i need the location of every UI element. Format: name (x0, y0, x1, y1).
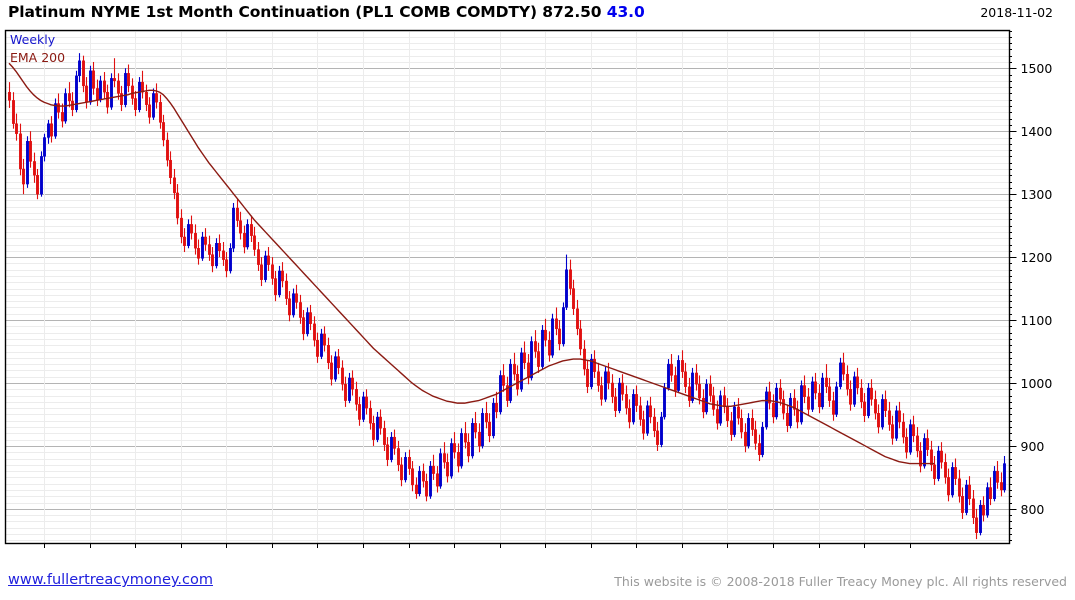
site-url-link[interactable]: www.fullertreacymoney.com (8, 572, 213, 588)
candlestick-series (8, 53, 1006, 540)
minor-gridlines (5, 31, 1010, 541)
svg-text:900: 900 (1021, 439, 1045, 454)
instrument-name: Platinum NYME 1st Month Continuation (PL… (8, 3, 537, 21)
vertical-gridlines (44, 30, 911, 544)
last-price: 872.50 (542, 3, 602, 21)
price-change: 43.0 (606, 3, 645, 21)
page-title: Platinum NYME 1st Month Continuation (PL… (8, 3, 645, 21)
copyright-text: This website is © 2008-2018 Fuller Treac… (614, 574, 1067, 589)
svg-text:800: 800 (1021, 502, 1045, 517)
y-axis: 800 900 1000 1100 1200 1300 1400 1500 (1009, 31, 1053, 541)
ema-200-line (8, 62, 935, 465)
chart-header: Platinum NYME 1st Month Continuation (PL… (0, 0, 1075, 28)
x-axis: 2014AprJulOct2015AprJulOct2016AprJulOct2… (44, 543, 911, 548)
svg-text:1200: 1200 (1021, 250, 1053, 265)
chart-area[interactable]: 800 900 1000 1100 1200 1300 1400 1500 2014AprJu… (0, 28, 1075, 548)
chart-footer: www.fullertreacymoney.com This website i… (0, 570, 1075, 600)
plot-frame (4, 29, 1011, 545)
svg-text:1000: 1000 (1021, 376, 1053, 391)
major-gridlines (5, 68, 1010, 510)
svg-text:1500: 1500 (1021, 61, 1053, 76)
price-chart-svg[interactable]: 800 900 1000 1100 1200 1300 1400 1500 2014AprJu… (0, 28, 1075, 548)
svg-text:1400: 1400 (1021, 124, 1053, 139)
svg-text:1300: 1300 (1021, 187, 1053, 202)
svg-text:1100: 1100 (1021, 313, 1053, 328)
as-of-date: 2018-11-02 (980, 5, 1053, 20)
